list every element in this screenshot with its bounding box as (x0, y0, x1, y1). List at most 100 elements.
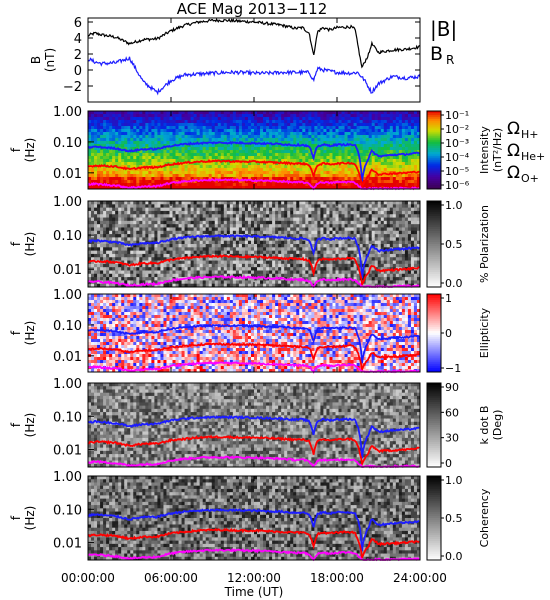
heatmap-cell (154, 126, 158, 130)
heatmap-cell (154, 207, 158, 212)
heatmap-cell (269, 138, 273, 142)
heatmap-cell (169, 217, 173, 222)
heatmap-cell (211, 117, 216, 121)
heatmap-cell (272, 165, 276, 169)
heatmap-cell (139, 117, 143, 121)
heatmap-cell (130, 114, 134, 118)
heatmap-cell (115, 114, 119, 118)
heatmap-cell (145, 126, 149, 130)
heatmap-cell (365, 180, 370, 184)
heatmap-cell (196, 150, 201, 154)
heatmap-cell (109, 180, 113, 184)
heatmap-cell (202, 224, 207, 228)
heatmap-cell (254, 138, 258, 142)
heatmap-cell (380, 141, 385, 145)
heatmap-cell (97, 126, 101, 130)
heatmap-cell (374, 177, 379, 181)
heatmap-cell (94, 250, 98, 255)
heatmap-cell (97, 263, 101, 268)
heatmap-cell (410, 150, 415, 154)
heatmap-cell (139, 156, 143, 160)
heatmap-cell (232, 207, 237, 212)
heatmap-cell (109, 247, 113, 252)
heatmap-cell (193, 180, 198, 184)
heatmap-cell (211, 227, 216, 232)
heatmap-cell (229, 117, 234, 121)
heatmap-cell (344, 129, 348, 133)
heatmap-cell (302, 263, 306, 268)
heatmap-cell (100, 129, 104, 133)
heatmap-cell (275, 224, 279, 228)
heatmap-cell (160, 220, 164, 225)
heatmap-cell (118, 132, 122, 136)
heatmap-cell (88, 273, 92, 278)
heatmap-cell (217, 214, 222, 218)
heatmap-cell (139, 159, 143, 163)
heatmap-cell (341, 147, 345, 151)
heatmap-cell (133, 147, 137, 151)
heatmap-cell (91, 114, 95, 118)
heatmap-cell (91, 129, 95, 133)
heatmap-cell (269, 168, 273, 172)
heatmap-cell (238, 168, 243, 172)
heatmap-cell (257, 183, 261, 187)
heatmap-cell (217, 135, 222, 139)
heatmap-cell (154, 114, 158, 118)
heatmap-cell (263, 174, 267, 178)
heatmap-cell (193, 177, 198, 181)
heatmap-cell (347, 150, 351, 154)
heatmap-cell (395, 135, 400, 139)
heatmap-cell (347, 120, 351, 124)
heatmap-cell (190, 253, 195, 258)
heatmap-cell (220, 168, 225, 172)
heatmap-cell (121, 159, 125, 163)
heatmap-cell (166, 156, 170, 160)
heatmap-cell (317, 117, 321, 121)
heatmap-cell (356, 159, 361, 163)
heatmap-cell (211, 257, 216, 261)
heatmap-cell (392, 168, 397, 172)
heatmap-cell (226, 183, 231, 187)
heatmap-cell (287, 129, 291, 133)
heatmap-cell (202, 138, 207, 142)
heatmap-cell (229, 230, 234, 235)
heatmap-cell (377, 150, 382, 154)
heatmap-cell (163, 150, 167, 154)
heatmap-cell (232, 129, 237, 133)
heatmap-cell (190, 230, 195, 235)
heatmap-cell (160, 250, 164, 255)
heatmap-cell (151, 129, 155, 133)
heatmap-cell (139, 263, 143, 268)
heatmap-cell (220, 224, 225, 228)
heatmap-cell (211, 263, 216, 268)
heatmap-cell (118, 141, 122, 145)
heatmap-cell (91, 132, 95, 136)
heatmap-cell (302, 174, 306, 178)
heatmap-cell (401, 141, 406, 145)
heatmap-cell (266, 280, 270, 285)
heatmap-cell (121, 168, 125, 172)
heatmap-cell (266, 270, 270, 275)
heatmap-cell (121, 165, 125, 169)
heatmap-cell (398, 135, 403, 139)
heatmap-cell (287, 165, 291, 169)
colorbar-swatch (427, 142, 441, 145)
heatmap-cell (187, 114, 192, 118)
heatmap-cell (130, 126, 134, 130)
heatmap-cell (263, 144, 267, 148)
heatmap-cell (196, 210, 201, 215)
heatmap-cell (275, 237, 279, 242)
heatmap-cell (127, 111, 131, 115)
heatmap-cell (196, 250, 201, 255)
heatmap-cell (293, 230, 297, 235)
heatmap-cell (166, 150, 170, 154)
heatmap-cell (151, 257, 155, 261)
heatmap-cell (190, 250, 195, 255)
y-tick-label: 1.00 (53, 105, 82, 120)
heatmap-cell (368, 129, 373, 133)
heatmap-cell (226, 283, 231, 288)
heatmap-cell (302, 230, 306, 235)
heatmap-cell (130, 144, 134, 148)
heatmap-cell (392, 141, 397, 145)
heatmap-cell (293, 210, 297, 215)
